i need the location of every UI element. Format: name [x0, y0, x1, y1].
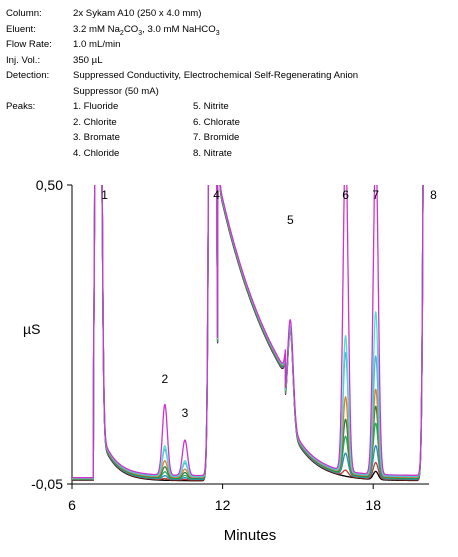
peak-entry: 8. Nitrate [193, 147, 232, 159]
eluent-label: Eluent: [6, 23, 36, 35]
peak-label: 2 [162, 372, 169, 386]
peak-label: 8 [430, 188, 437, 202]
inj-value: 350 µL [73, 54, 103, 66]
peak-entry: 3. Bromate [73, 132, 120, 143]
peak-label: 3 [182, 406, 189, 420]
y-tick-label: 0,50 [36, 177, 63, 193]
chromatogram-trace [72, 185, 424, 479]
peak-entry: 5. Nitrite [193, 101, 229, 112]
traces [72, 185, 424, 482]
peaks-label: Peaks: [6, 101, 36, 112]
x-tick-label: 12 [215, 497, 231, 513]
inj-label: Inj. Vol.: [6, 54, 41, 66]
peak-entry: 1. Fluoride [73, 101, 119, 112]
peak-entry: 6. Chlorate [193, 116, 240, 128]
peak-entry: 2. Chlorite [73, 116, 117, 128]
y-tick-label: -0,05 [31, 476, 63, 492]
x-tick-label: 18 [365, 497, 381, 513]
peak-label: 7 [372, 188, 379, 202]
peak-label: 5 [287, 213, 294, 227]
peak-label: 4 [213, 188, 220, 202]
detection-line2: Suppressor (50 mA) [73, 85, 159, 97]
flow-value: 1.0 mL/min [73, 39, 121, 50]
peak-label: 1 [101, 188, 108, 202]
peak-entry: 7. Bromide [193, 132, 240, 143]
column-value: 2x Sykam A10 (250 x 4.0 mm) [73, 8, 202, 19]
eluent-value: 3.2 mM Na2CO3, 3.0 mM NaHCO3 [73, 23, 220, 37]
y-axis-label: µS [23, 321, 40, 337]
x-tick-label: 6 [68, 497, 76, 513]
peak-label: 6 [342, 188, 349, 202]
flow-label: Flow Rate: [6, 39, 52, 50]
detection-label: Detection: [6, 70, 50, 81]
peak-entry: 4. Chloride [73, 147, 120, 159]
x-axis-label: Minutes [224, 527, 277, 544]
column-label: Column: [6, 8, 42, 19]
detection-line1: Suppressed Conductivity, Electrochemical… [73, 70, 359, 81]
